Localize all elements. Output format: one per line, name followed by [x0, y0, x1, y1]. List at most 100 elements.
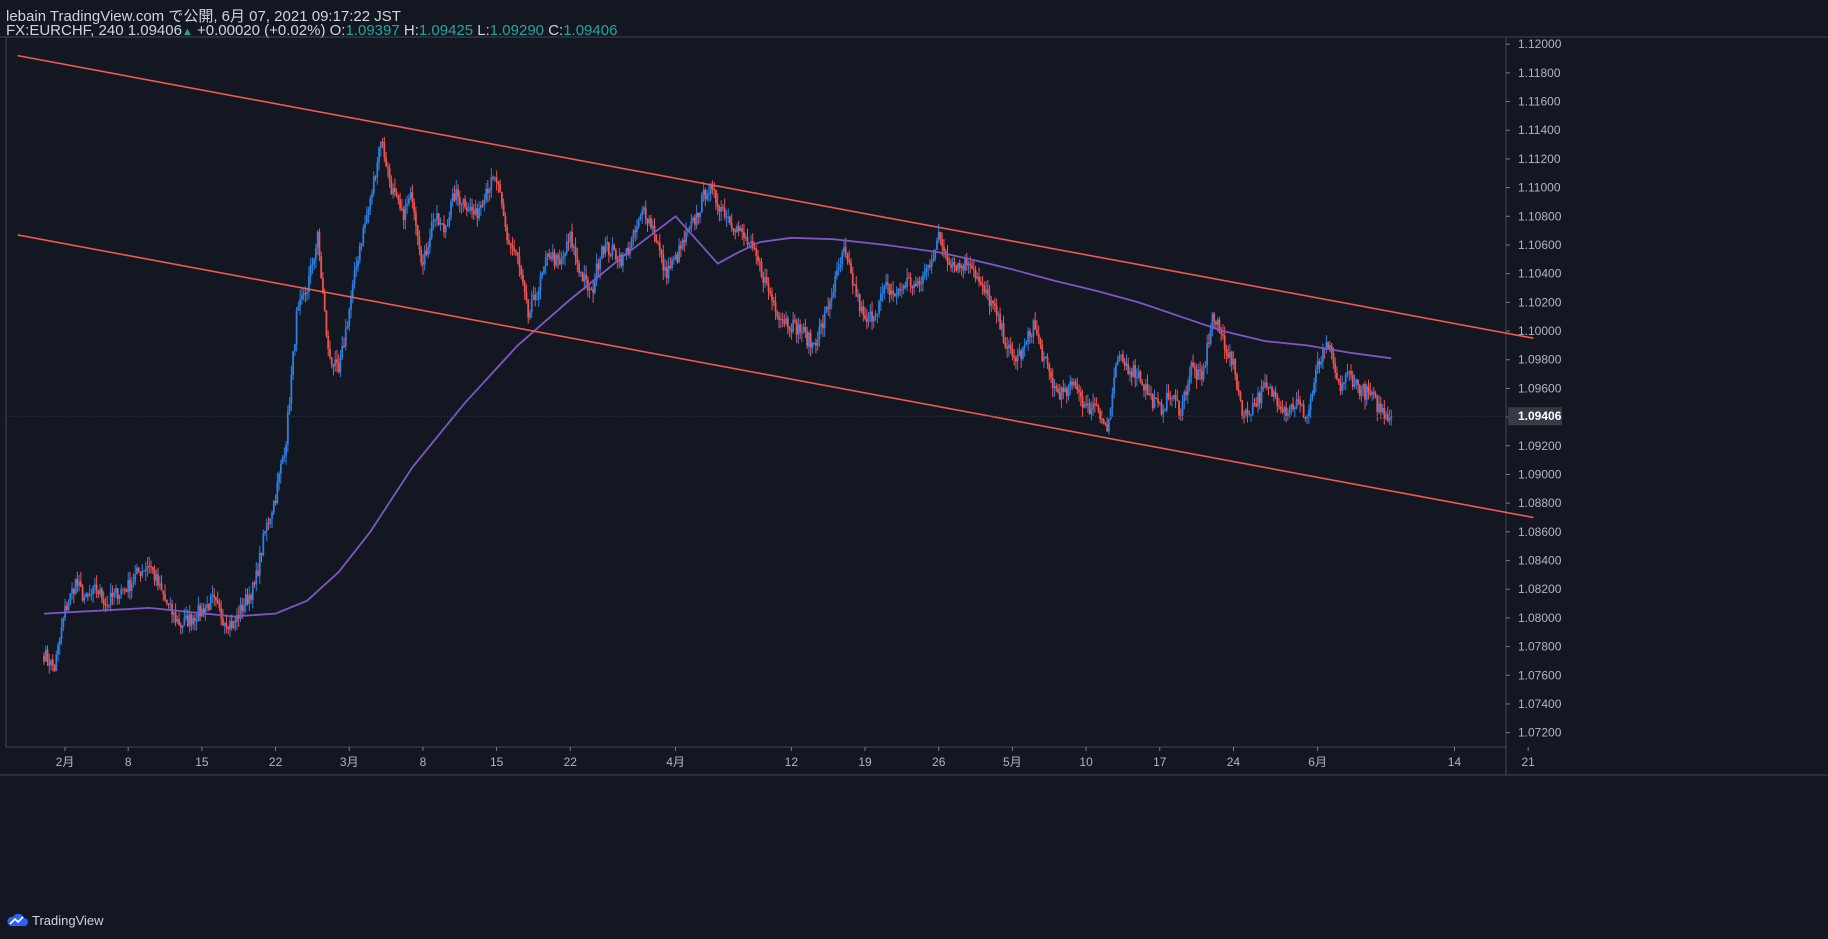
candle-body — [1374, 393, 1377, 397]
candle-body — [904, 285, 907, 288]
candle-body — [1251, 403, 1254, 415]
candle-body — [734, 230, 737, 233]
candle-body — [1329, 345, 1331, 350]
candle-body — [1072, 381, 1075, 385]
candle-body — [922, 275, 924, 284]
candle-body — [336, 359, 338, 363]
candle-body — [815, 342, 817, 346]
chart-header: lebain TradingView.com で公開, 6月 07, 2021 … — [0, 0, 1828, 44]
candle-body — [858, 294, 861, 312]
candle-body — [260, 552, 263, 555]
candle-body — [899, 288, 902, 291]
candle-body — [467, 210, 470, 212]
candle-body — [1120, 354, 1123, 356]
candle-body — [746, 237, 749, 245]
candle-body — [393, 188, 396, 193]
candle-body — [1114, 364, 1117, 378]
candle-body — [832, 291, 835, 298]
candle-body — [172, 612, 175, 615]
candle-body — [325, 310, 328, 337]
candle-body — [879, 293, 882, 302]
candle-body — [420, 249, 423, 263]
candle-body — [206, 604, 209, 609]
y-tick-label: 1.08000 — [1518, 611, 1562, 625]
candle-body — [651, 225, 654, 228]
candle-body — [1299, 401, 1302, 405]
symbol-label[interactable]: FX:EURCHF, 240 — [6, 22, 124, 39]
candle-body — [164, 594, 166, 600]
candle-body — [1267, 386, 1270, 388]
candle-body — [1164, 410, 1166, 412]
candle-body — [92, 586, 95, 594]
candle-body — [485, 188, 487, 201]
candle-body — [216, 600, 219, 603]
candle-body — [1290, 403, 1293, 410]
candle-body — [613, 245, 616, 251]
candle-body — [978, 276, 980, 282]
candle-body — [1199, 369, 1202, 371]
candle-body — [511, 245, 514, 249]
y-tick-label: 1.08400 — [1518, 554, 1562, 568]
candle-body — [1130, 371, 1133, 377]
candle-body — [595, 263, 598, 282]
candle-body — [948, 261, 951, 265]
candle-body — [853, 284, 856, 286]
candle-body — [1116, 360, 1119, 365]
candle-body — [1027, 331, 1030, 342]
candle-body — [158, 583, 161, 586]
candle-body — [878, 301, 880, 314]
candle-body — [702, 189, 705, 195]
candle-body — [964, 257, 966, 271]
candle-body — [1320, 361, 1323, 365]
candle-body — [381, 142, 384, 144]
candle-body — [1246, 409, 1249, 414]
candle-body — [422, 262, 424, 265]
candle-body — [306, 291, 309, 295]
candle-body — [1264, 382, 1266, 388]
candle-body — [944, 250, 947, 254]
candle-body — [657, 242, 659, 244]
candle-body — [1158, 402, 1161, 404]
candle-body — [1007, 344, 1010, 349]
candle-body — [1192, 362, 1194, 367]
candle-body — [667, 265, 670, 279]
channel-lower-line[interactable] — [17, 234, 1534, 519]
candle-body — [395, 192, 398, 196]
channel-upper-line[interactable] — [17, 54, 1534, 339]
candle-body — [986, 289, 989, 295]
candle-body — [551, 252, 554, 259]
candle-body — [1174, 395, 1177, 400]
candle-body — [111, 592, 114, 597]
candle-body — [1104, 422, 1107, 425]
candle-body — [1269, 386, 1272, 388]
candle-body — [544, 256, 547, 267]
candle-body — [700, 194, 703, 213]
candle-body — [769, 291, 772, 295]
candle-body — [1050, 371, 1052, 378]
candle-body — [960, 265, 963, 269]
candle-body — [51, 659, 54, 666]
candle-body — [1281, 409, 1284, 413]
candle-body — [1218, 319, 1221, 332]
y-tick-label: 1.09200 — [1518, 439, 1562, 453]
candle-body — [1355, 379, 1358, 385]
footer-brand[interactable]: TradingView — [6, 910, 104, 930]
candle-body — [143, 570, 145, 572]
candle-body — [102, 599, 105, 605]
candle-body — [57, 644, 59, 655]
candle-body — [1081, 396, 1084, 408]
y-tick-label: 1.07400 — [1518, 697, 1562, 711]
candle-body — [55, 654, 58, 671]
candle-body — [669, 265, 672, 268]
candle-body — [1209, 329, 1212, 344]
candle-body — [106, 604, 109, 606]
candle-body — [178, 618, 180, 626]
candle-body — [1207, 342, 1210, 344]
candle-body — [1150, 393, 1152, 395]
candle-body — [653, 225, 656, 235]
close-value: 1.09406 — [563, 22, 618, 39]
candle-body — [1253, 403, 1256, 405]
y-tick-label: 1.08800 — [1518, 496, 1562, 510]
candle-body — [1307, 410, 1310, 417]
